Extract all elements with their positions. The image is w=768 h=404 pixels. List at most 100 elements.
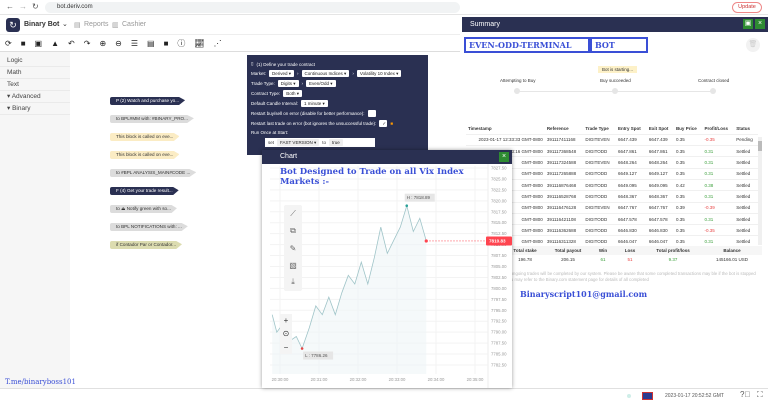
column-header[interactable]: Trade Type bbox=[583, 123, 616, 135]
y-tick-label: 7797.50 bbox=[491, 297, 507, 302]
help-icon[interactable]: ?⃝ bbox=[740, 390, 751, 399]
workspace-block[interactable]: if Contador Par or Contador... bbox=[110, 241, 183, 249]
forward-icon[interactable]: → bbox=[19, 2, 27, 11]
templates-icon[interactable]: ▧ bbox=[289, 260, 297, 270]
indicators-icon[interactable]: ⧉ bbox=[290, 226, 296, 236]
clear-icon[interactable]: 🗑︎ bbox=[746, 38, 760, 52]
redo-icon[interactable]: ↷ bbox=[83, 38, 91, 48]
y-tick-label: 7817.50 bbox=[491, 209, 507, 214]
crosshair-icon[interactable]: ⊙ bbox=[282, 329, 290, 339]
market-dropdown[interactable]: Derived ▾ bbox=[269, 70, 295, 77]
app-header: ↻ Binary Bot ⌄ ▤ Reports ▥ Cashier bbox=[0, 15, 460, 35]
table-cell: DIGITODD bbox=[583, 213, 616, 226]
table-cell: Settled bbox=[734, 168, 758, 180]
table-cell: DIGITEVEN bbox=[583, 134, 616, 147]
symbol-dropdown[interactable]: Volatility 10 Index ▾ bbox=[356, 70, 402, 77]
language-flag-icon[interactable] bbox=[642, 392, 653, 400]
restart-last-checkbox[interactable]: ✓ bbox=[379, 120, 388, 127]
step-label: Contract closed bbox=[698, 78, 730, 83]
table-cell: 391116421108 bbox=[544, 213, 584, 226]
submarket-dropdown[interactable]: Continuous Indices ▾ bbox=[301, 70, 350, 77]
drive-icon[interactable]: ▲ bbox=[51, 38, 60, 48]
workspace-block[interactable]: This block is called on eve... bbox=[110, 151, 180, 159]
workspace-block[interactable]: to ⏏ Notify green with so... bbox=[110, 205, 177, 213]
update-button[interactable]: Update bbox=[732, 2, 762, 13]
info-icon[interactable]: ⓘ bbox=[177, 38, 186, 48]
trade-subtype-dropdown[interactable]: Even/Odd ▾ bbox=[306, 80, 336, 87]
zoom-in-chart-icon[interactable]: + bbox=[283, 316, 289, 326]
chart-window-header[interactable]: Chart × bbox=[262, 150, 512, 164]
zoom-out-chart-icon[interactable]: − bbox=[283, 342, 289, 352]
sidebar-item-text[interactable]: Text bbox=[0, 79, 70, 91]
close-chart-button[interactable]: × bbox=[499, 152, 509, 162]
column-header[interactable]: Exit Spot bbox=[646, 123, 674, 135]
table-cell: 6647.578 bbox=[615, 213, 647, 226]
app-title[interactable]: Binary Bot bbox=[24, 21, 60, 28]
back-icon[interactable]: ← bbox=[6, 2, 14, 11]
column-header[interactable]: Reference bbox=[544, 123, 584, 135]
trade-definition-block[interactable]: ▯ (1) Define your trade contract Market: D… bbox=[247, 55, 428, 155]
x-tick-label: 20:32:00 bbox=[350, 377, 367, 382]
totals-value: 145166.01 USD bbox=[715, 257, 749, 262]
column-header[interactable]: Timestamp bbox=[466, 123, 545, 135]
chart-type-icon[interactable]: ⟋ bbox=[290, 208, 296, 218]
workspace-block[interactable]: P (2) Watch and purchase yo... bbox=[110, 97, 186, 105]
totals-value: 9.37 bbox=[668, 257, 678, 262]
reload-icon[interactable]: ↻ bbox=[32, 2, 39, 11]
table-cell: 6649.095 bbox=[646, 179, 674, 192]
table-cell: DIGITODD bbox=[583, 168, 616, 180]
zoom-in-icon[interactable]: ⊕ bbox=[99, 38, 107, 48]
column-header[interactable]: Entry Spot bbox=[615, 123, 647, 135]
workspace-block[interactable]: to #BPL ANALYSIS_MAIN#CODE ... bbox=[110, 169, 197, 177]
column-header[interactable]: Status bbox=[734, 123, 758, 135]
candle-interval-dropdown[interactable]: 1 minute ▾ bbox=[301, 100, 328, 107]
price-chart[interactable]: 7827.50 7825.00 7822.50 7820.00 7817.50 7815.… bbox=[262, 150, 512, 388]
cashier-link[interactable]: Cashier bbox=[122, 21, 147, 28]
download-icon[interactable]: ⤓ bbox=[291, 277, 295, 287]
zoom-out-icon[interactable]: ⊖ bbox=[115, 38, 122, 48]
trade-type-dropdown[interactable]: Digits ▾ bbox=[277, 80, 299, 87]
column-header[interactable]: Buy Price bbox=[673, 123, 703, 135]
chart-icon[interactable]: 📈︎ bbox=[194, 38, 205, 48]
summary-header[interactable]: Summary ▣ × bbox=[462, 17, 768, 32]
drawing-tools-icon[interactable]: ✎ bbox=[289, 243, 297, 253]
table-scrollbar[interactable] bbox=[758, 137, 762, 245]
candle-interval-label: Default Candle Interval: bbox=[251, 101, 299, 106]
restart-buysell-label: Restart buy/sell on error (disable for b… bbox=[251, 111, 365, 116]
open-icon[interactable]: ■ bbox=[20, 38, 26, 48]
undo-icon[interactable]: ↶ bbox=[68, 38, 75, 48]
sidebar-item-binary[interactable]: ▾ Binary bbox=[0, 103, 70, 115]
table-cell: 0.35 bbox=[673, 168, 703, 180]
workspace-block[interactable]: F (4) Get your trade result... bbox=[110, 187, 179, 195]
reports-link[interactable]: Reports bbox=[84, 21, 109, 28]
close-summary-button[interactable]: × bbox=[755, 19, 765, 29]
sidebar-item-logic[interactable]: Logic bbox=[0, 55, 70, 67]
step-dot bbox=[514, 88, 520, 94]
fullscreen-icon[interactable]: ⛶ bbox=[757, 390, 763, 399]
reset-icon[interactable]: ⟳ bbox=[5, 38, 12, 48]
sidebar-item-math[interactable]: Math bbox=[0, 67, 70, 79]
restart-buysell-checkbox[interactable] bbox=[367, 110, 376, 117]
chevron-down-icon[interactable]: ⌄ bbox=[62, 21, 68, 28]
table-cell: -0.35 bbox=[702, 224, 735, 237]
save-summary-icon[interactable]: ▣ bbox=[743, 19, 753, 29]
save-icon[interactable]: ▣ bbox=[34, 38, 43, 48]
table-cell: 6648.367 bbox=[646, 190, 674, 203]
telegram-link[interactable]: T.me/binaryboss101 bbox=[5, 378, 76, 386]
column-header[interactable]: Profit/Loss bbox=[702, 123, 735, 135]
reports-icon: ▤ bbox=[74, 22, 81, 29]
arrange-icon[interactable]: ☰ bbox=[130, 38, 139, 48]
tradingview-icon[interactable]: ⋰ bbox=[213, 38, 222, 48]
workspace-block[interactable]: to BPL#MM with: #BINARY_PRO... bbox=[110, 115, 194, 123]
workspace-block[interactable]: This block is called on eve... bbox=[110, 133, 180, 141]
workspace-block[interactable]: to BPL NOTIFICATIONS with: ... bbox=[110, 223, 188, 231]
value-field[interactable]: true bbox=[328, 139, 343, 146]
summary-icon[interactable]: ▤ bbox=[147, 38, 155, 48]
stop-icon[interactable]: ■ bbox=[163, 38, 169, 48]
y-tick-label: 7782.50 bbox=[491, 363, 507, 368]
address-bar[interactable]: bot.deriv.com bbox=[45, 2, 460, 13]
sidebar-item-advanced[interactable]: ▾ Advanced bbox=[0, 91, 70, 103]
contract-type-dropdown[interactable]: Both ▾ bbox=[283, 90, 302, 97]
variable-dropdown[interactable]: FAST VERSION ▾ bbox=[277, 139, 320, 146]
table-cell: 6647.439 bbox=[646, 134, 674, 147]
